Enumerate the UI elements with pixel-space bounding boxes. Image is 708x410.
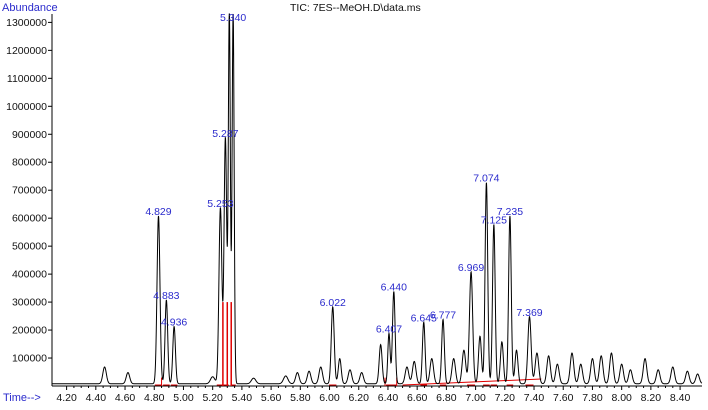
y-tick-label: 500000 xyxy=(12,241,47,253)
x-tick-label: 6.80 xyxy=(436,392,457,404)
peak-label: 7.125 xyxy=(481,215,507,227)
y-tick-label: 700000 xyxy=(12,185,47,197)
peak-label: 4.829 xyxy=(145,206,171,218)
x-tick-label: 7.00 xyxy=(465,392,486,404)
y-tick-label: 1100000 xyxy=(7,73,47,85)
tic-trace-line xyxy=(52,13,703,385)
integration-baselines xyxy=(154,302,542,386)
x-axis-title: Time--> xyxy=(3,392,41,404)
peak-label: 6.969 xyxy=(458,262,484,274)
x-tick-label: 6.60 xyxy=(407,392,428,404)
integration-baseline xyxy=(402,378,542,386)
x-tick-label: 5.60 xyxy=(261,392,282,404)
peak-label: 6.645 xyxy=(411,312,437,324)
y-tick-label: 400000 xyxy=(12,269,47,281)
peak-label: 6.440 xyxy=(381,282,407,294)
x-tick-label: 6.20 xyxy=(349,392,370,404)
y-tick-label: 1200000 xyxy=(6,45,47,57)
peak-label: 7.235 xyxy=(497,206,523,218)
y-tick-label: 900000 xyxy=(12,129,47,141)
x-tick-label: 6.40 xyxy=(378,392,399,404)
x-tick-label: 7.80 xyxy=(582,392,603,404)
x-tick-label: 5.20 xyxy=(202,392,223,404)
x-tick-label: 4.40 xyxy=(86,392,107,404)
peak-label: 6.407 xyxy=(376,324,402,336)
y-tick-label: 1300000 xyxy=(6,17,47,29)
y-tick-label: 300000 xyxy=(12,297,47,309)
peak-labels: 4.829 4.883 4.936 5.253 5.287 5.340 6.022 6.407… xyxy=(145,12,542,336)
y-tick-label: 800000 xyxy=(12,157,47,169)
y-tick-label: 1000000 xyxy=(6,101,47,113)
y-tick-label: 200000 xyxy=(12,325,47,337)
peak-label: 5.253 xyxy=(207,198,233,210)
x-tick-label: 7.20 xyxy=(495,392,516,404)
peak-label: 7.074 xyxy=(473,173,499,185)
x-tick-label: 8.00 xyxy=(611,392,632,404)
peak-label: 5.287 xyxy=(212,128,238,140)
chart-title: TIC: 7ES--MeOH.D\data.ms xyxy=(290,2,421,14)
y-tick-label: 100000 xyxy=(12,353,47,365)
peak-label: 6.022 xyxy=(320,297,346,309)
x-tick-label: 4.80 xyxy=(144,392,165,404)
peak-label: 5.340 xyxy=(220,12,246,24)
x-tick-label: 4.20 xyxy=(56,392,77,404)
x-tick-label: 7.60 xyxy=(553,392,574,404)
x-tick-label: 8.40 xyxy=(670,392,691,404)
peak-label: 6.777 xyxy=(430,310,456,322)
peak-label: 4.883 xyxy=(153,290,179,302)
x-tick-label: 5.80 xyxy=(290,392,311,404)
x-tick-label: 5.00 xyxy=(173,392,194,404)
peak-label: 4.936 xyxy=(161,317,187,329)
x-tick-label: 5.40 xyxy=(232,392,253,404)
x-tick-label: 6.00 xyxy=(319,392,340,404)
x-tick-label: 7.40 xyxy=(524,392,545,404)
axes-layer: 100000 200000 300000 400000 500000 600000 7000… xyxy=(6,14,702,404)
x-tick-label: 4.60 xyxy=(115,392,136,404)
y-tick-label: 600000 xyxy=(12,213,47,225)
y-axis-title: Abundance xyxy=(2,2,58,14)
x-tick-label: 8.20 xyxy=(641,392,662,404)
peak-label: 7.369 xyxy=(516,307,542,319)
